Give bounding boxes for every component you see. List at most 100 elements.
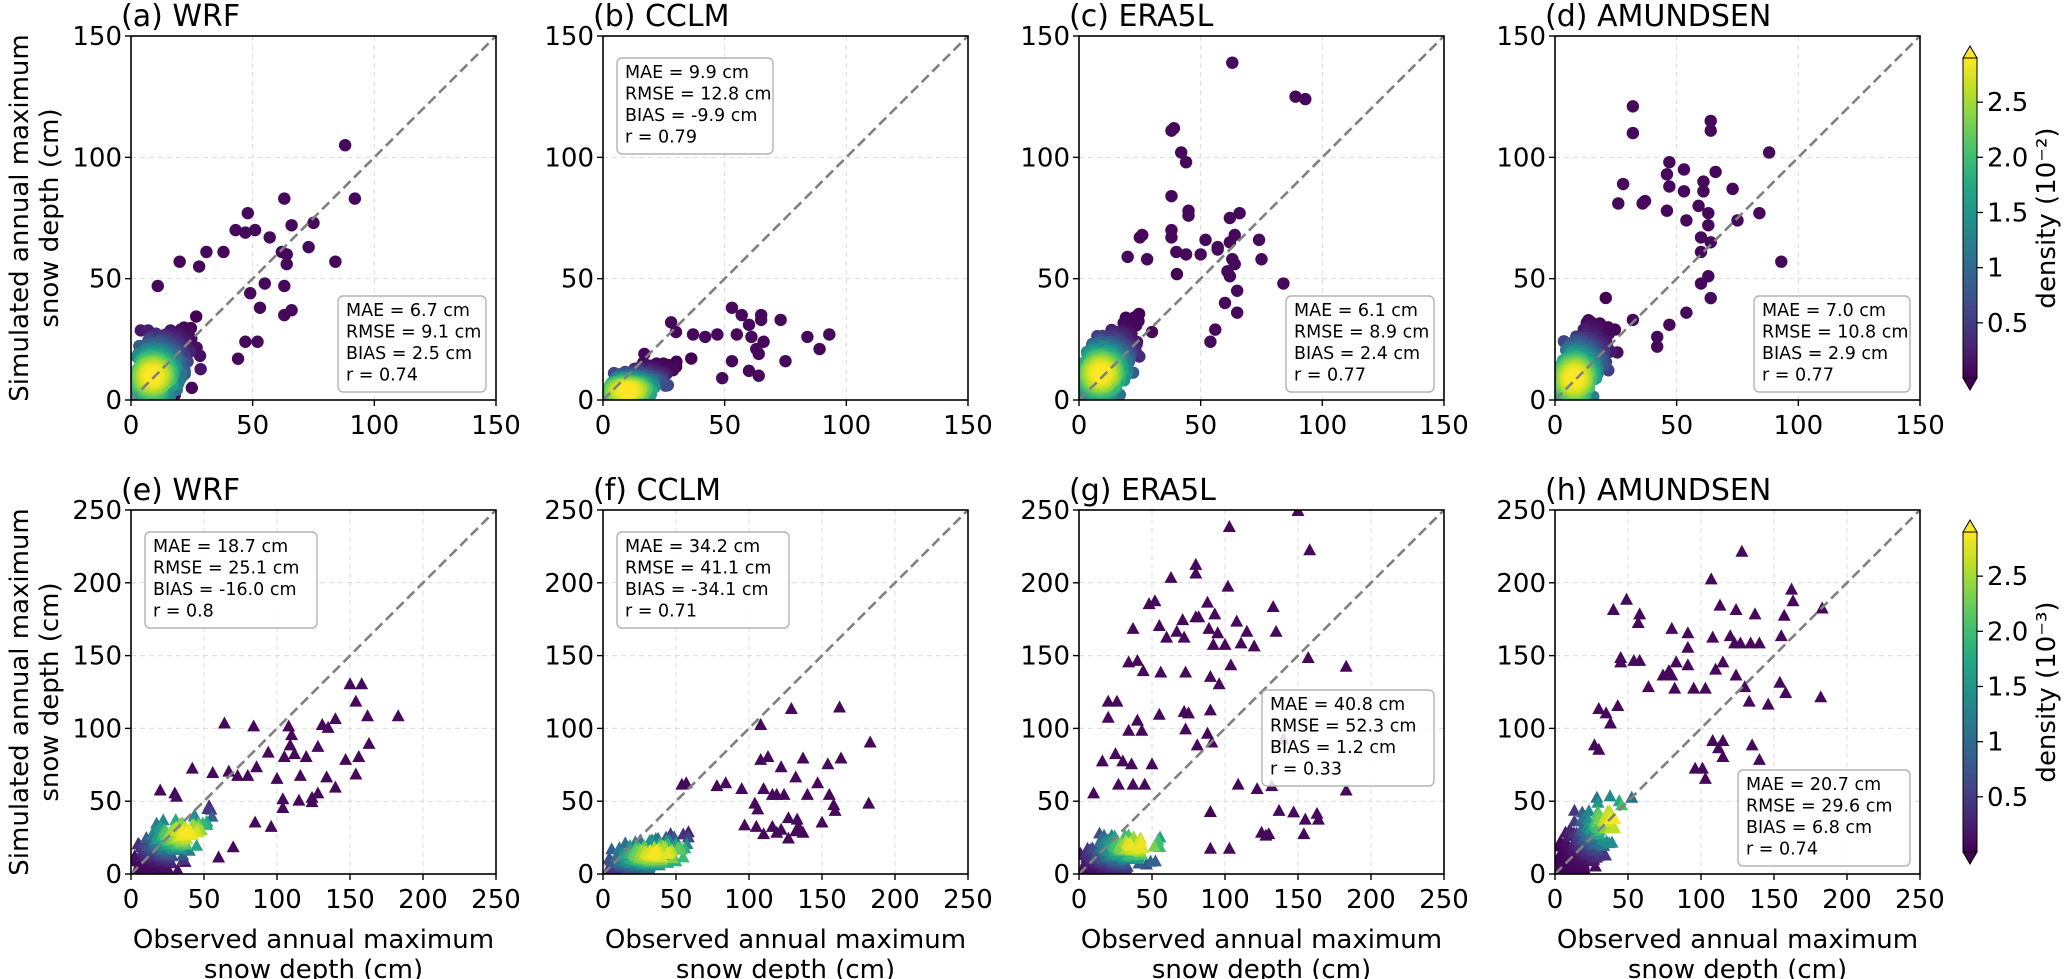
- data-point: [1190, 738, 1204, 751]
- data-point: [1175, 146, 1188, 159]
- data-point: [1616, 177, 1630, 191]
- y-tick-label: 100: [1020, 143, 1070, 173]
- data-point: [1612, 197, 1625, 210]
- x-tick-label: 250: [471, 885, 521, 915]
- stats-line: RMSE = 9.1 cm: [346, 323, 481, 343]
- y-tick-label: 200: [1020, 569, 1070, 599]
- data-point: [1206, 637, 1220, 650]
- data-point: [1247, 639, 1261, 652]
- x-tick-label: 200: [1346, 885, 1396, 915]
- panel-title: (a) WRF: [121, 0, 240, 34]
- data-point: [1130, 653, 1144, 666]
- y-tick-label: 50: [89, 787, 122, 817]
- panel-title: (g) ERA5L: [1069, 473, 1216, 508]
- data-point: [307, 216, 320, 230]
- stats-line: MAE = 7.0 cm: [1762, 301, 1886, 321]
- data-point: [1694, 245, 1708, 259]
- data-point: [1230, 284, 1244, 297]
- data-point: [675, 777, 689, 790]
- data-point: [1702, 219, 1715, 232]
- data-point: [201, 802, 215, 815]
- data-point: [719, 776, 733, 789]
- data-point: [1709, 165, 1722, 179]
- x-tick-label: 150: [325, 885, 375, 915]
- data-point: [813, 342, 826, 356]
- one-to-one-line: [1078, 35, 1445, 401]
- x-tick-label: 0: [1547, 411, 1564, 441]
- panel-title: (d) AMUNDSEN: [1545, 0, 1771, 34]
- data-point: [1252, 233, 1266, 247]
- data-point: [1297, 827, 1311, 840]
- x-tick-label: 0: [595, 885, 612, 915]
- data-point: [302, 240, 315, 254]
- data-point: [278, 192, 291, 205]
- stats-line: BIAS = 1.2 cm: [1270, 738, 1396, 758]
- scatter-points: [603, 301, 836, 400]
- data-point: [244, 287, 257, 300]
- x-tick-label: 100: [350, 411, 400, 441]
- panel-title: (c) ERA5L: [1069, 0, 1214, 34]
- data-point: [742, 318, 756, 331]
- data-point: [1203, 669, 1217, 682]
- data-point: [1626, 313, 1640, 327]
- data-point: [1230, 614, 1244, 627]
- data-point: [239, 335, 252, 348]
- data-point: [725, 301, 739, 314]
- data-point: [361, 709, 375, 722]
- data-point: [699, 330, 712, 344]
- stats-line: r = 0.71: [625, 602, 697, 622]
- data-point: [1255, 253, 1268, 266]
- data-point: [1230, 306, 1244, 319]
- data-point: [391, 709, 405, 722]
- data-point: [1218, 637, 1232, 650]
- axes-frame: [602, 509, 969, 875]
- data-point: [276, 792, 290, 805]
- data-point: [206, 766, 220, 779]
- data-point: [261, 745, 275, 758]
- data-point: [834, 751, 848, 764]
- stats-line: MAE = 18.7 cm: [153, 537, 288, 557]
- data-point: [735, 308, 748, 322]
- data-point: [343, 677, 357, 690]
- data-point: [751, 802, 765, 815]
- stats-line: RMSE = 41.1 cm: [625, 559, 771, 579]
- data-point: [1289, 90, 1302, 103]
- stats-line: r = 0.77: [1762, 366, 1834, 386]
- y-tick-label: 100: [72, 143, 122, 173]
- data-point: [1126, 621, 1140, 634]
- data-point: [1160, 630, 1174, 643]
- y-axis-label: Simulated annual maximum snow depth (cm): [5, 34, 65, 401]
- data-point: [1697, 175, 1710, 188]
- data-point: [757, 827, 771, 840]
- y-tick-label: 0: [105, 386, 122, 416]
- stats-box-frame: [1261, 689, 1435, 787]
- data-point: [1753, 206, 1766, 220]
- data-point: [1203, 703, 1217, 716]
- data-point: [1694, 231, 1708, 244]
- data-point: [1694, 277, 1708, 290]
- data-point: [1226, 56, 1239, 69]
- data-point: [686, 328, 700, 341]
- data-point: [822, 787, 836, 800]
- data-point: [139, 831, 153, 843]
- data-point: [1626, 126, 1640, 140]
- data-point: [1287, 805, 1301, 818]
- stats-box-frame: [1285, 295, 1435, 393]
- data-point: [190, 838, 204, 851]
- data-point: [1189, 566, 1203, 579]
- data-point: [1200, 595, 1214, 608]
- one-to-one-line: [602, 509, 969, 875]
- one-to-one-line: [1554, 35, 1921, 401]
- data-point: [226, 840, 240, 853]
- x-tick-label: 150: [471, 411, 521, 441]
- panel-title: (f) CCLM: [593, 473, 721, 508]
- y-tick-label: 150: [544, 22, 594, 52]
- data-point: [1111, 777, 1125, 790]
- data-point: [217, 245, 230, 259]
- data-point: [1170, 267, 1184, 281]
- x-tick-label: 50: [659, 885, 692, 915]
